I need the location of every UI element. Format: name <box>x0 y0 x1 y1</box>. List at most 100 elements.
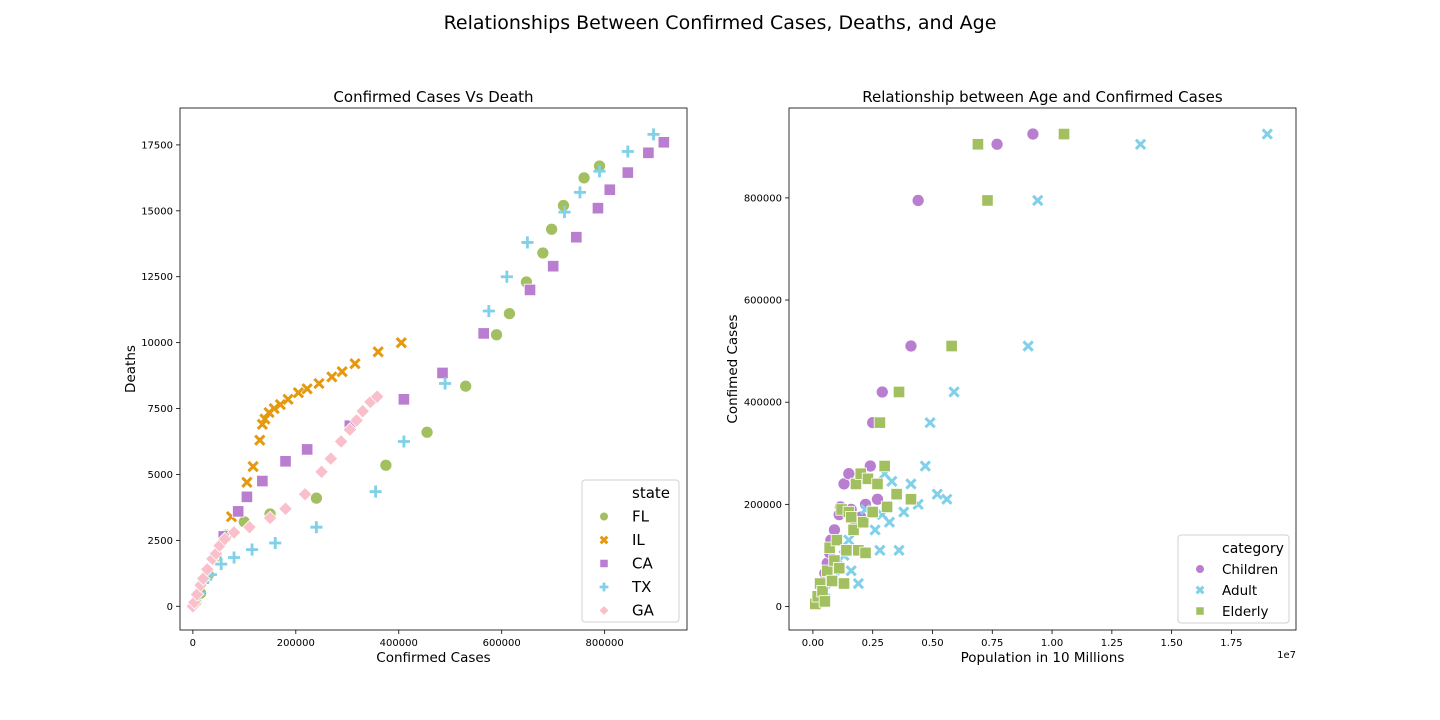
data-point <box>397 435 410 448</box>
data-point <box>342 422 358 438</box>
data-point <box>878 459 891 473</box>
data-point <box>268 402 280 415</box>
data-point <box>459 379 473 393</box>
data-point <box>577 171 591 185</box>
data-point <box>189 587 205 602</box>
data-point <box>911 193 925 207</box>
data-point <box>242 519 257 535</box>
series-elderly <box>809 127 1071 611</box>
data-point <box>282 393 294 405</box>
data-point <box>310 521 323 534</box>
plot-frame <box>788 107 1297 631</box>
data-point <box>297 486 313 502</box>
data-point <box>593 165 606 178</box>
data-point <box>859 546 872 559</box>
data-point <box>1022 340 1034 352</box>
chart-age-vs-confirmed: Relationship between Age and Confirmed C… <box>725 88 1297 666</box>
y-tick-label: 600000 <box>744 296 782 307</box>
data-point <box>621 166 634 179</box>
data-point <box>875 385 889 399</box>
series-fl <box>188 159 606 609</box>
data-point <box>372 346 384 358</box>
data-point <box>521 236 534 249</box>
x-tick-label: 0.00 <box>802 638 824 649</box>
y-tick-label: 0 <box>776 602 782 613</box>
data-point <box>833 562 846 575</box>
y-tick-label: 400000 <box>744 398 782 409</box>
legend-label: Adult <box>1222 583 1257 599</box>
legend-marker <box>1195 585 1205 595</box>
data-point <box>816 585 829 598</box>
data-point <box>269 536 282 550</box>
data-point <box>570 231 583 244</box>
y-tick-label: 200000 <box>744 500 782 511</box>
data-point <box>845 511 858 524</box>
y-axis-label: Confimed Cases <box>725 314 741 423</box>
data-point <box>825 574 839 588</box>
data-point <box>830 533 843 547</box>
y-tick-label: 15000 <box>141 206 173 217</box>
x-tick-label: 0.75 <box>981 638 1003 649</box>
data-point <box>247 460 259 473</box>
scatter-points <box>809 127 1273 611</box>
x-axis-label: Confirmed Cases <box>376 650 490 666</box>
data-point <box>256 474 269 488</box>
data-point <box>420 425 434 439</box>
data-point <box>621 145 634 158</box>
data-point <box>591 202 605 215</box>
data-point <box>871 477 884 491</box>
data-point <box>246 543 259 556</box>
data-point <box>323 451 339 467</box>
data-point <box>898 506 910 518</box>
data-point <box>274 398 287 411</box>
data-point <box>941 493 953 505</box>
data-point <box>336 365 348 378</box>
data-point <box>523 283 537 297</box>
legend-marker <box>599 535 609 545</box>
data-point <box>369 485 382 498</box>
data-point <box>227 551 241 564</box>
data-point <box>292 387 305 399</box>
data-point <box>1026 127 1040 141</box>
y-tick-label: 12500 <box>141 272 173 283</box>
legend-label: GA <box>632 602 655 620</box>
x-axis-label: Population in 10 Millions <box>961 650 1125 666</box>
data-point <box>847 523 860 537</box>
series-ca <box>217 136 670 543</box>
data-point <box>657 136 670 149</box>
data-point <box>558 206 571 219</box>
data-point <box>395 336 408 349</box>
y-tick-label: 800000 <box>744 193 782 204</box>
data-point <box>886 475 898 488</box>
data-point <box>333 434 349 449</box>
data-point <box>904 339 918 353</box>
data-point <box>502 307 516 321</box>
data-point <box>924 416 936 429</box>
data-point <box>278 501 293 517</box>
data-point <box>439 377 452 390</box>
data-point <box>326 371 338 383</box>
legend-marker <box>1195 564 1205 574</box>
data-point <box>477 327 490 340</box>
data-point <box>869 524 881 536</box>
data-point <box>981 194 994 207</box>
data-point <box>642 146 655 159</box>
data-point <box>823 541 836 554</box>
data-point <box>482 304 495 318</box>
data-point <box>603 183 616 196</box>
legend-label: FL <box>632 508 650 526</box>
y-tick-label: 0 <box>167 602 173 613</box>
data-point <box>547 260 560 273</box>
data-point <box>309 491 323 505</box>
data-point <box>874 544 886 557</box>
data-point <box>873 416 886 429</box>
x-tick-label: 1.00 <box>1041 638 1063 649</box>
y-tick-label: 7500 <box>148 404 173 415</box>
chart-confirmed-vs-death: Confirmed Cases Vs Death Confirmed Cases… <box>123 88 688 666</box>
figure-suptitle: Relationships Between Confirmed Cases, D… <box>444 12 997 34</box>
legend-marker <box>599 511 609 522</box>
data-point <box>355 403 371 419</box>
data-point <box>919 460 931 472</box>
axis-ticks: 0.00 0.25 0.50 0.75 1.00 1.25 1.50 1.75 0 200000 4… <box>744 193 1243 649</box>
legend-label: Children <box>1222 562 1278 578</box>
